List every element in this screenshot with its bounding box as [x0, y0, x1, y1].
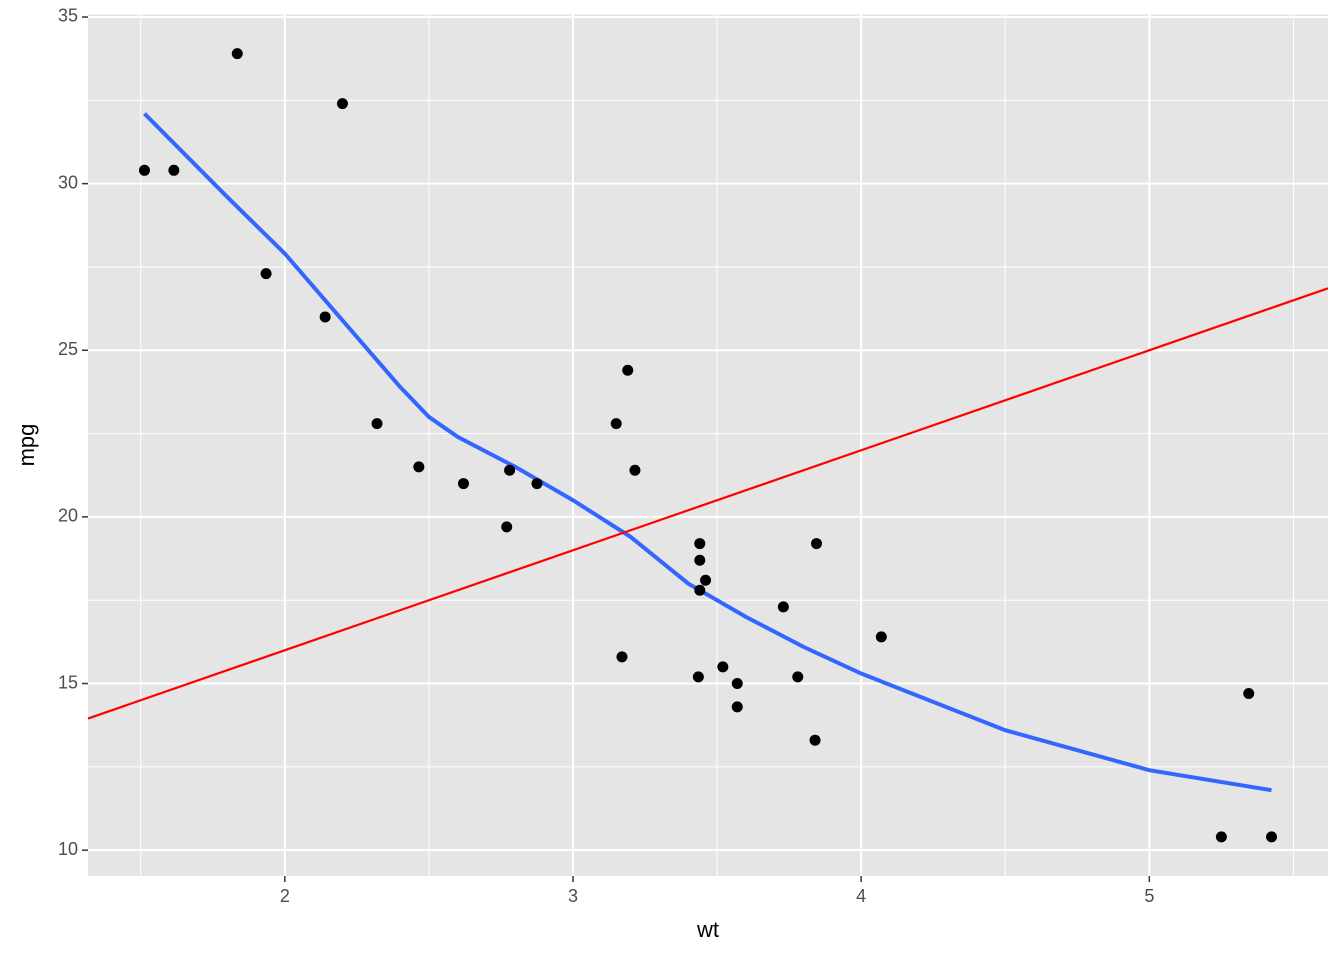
x-tick-label: 2	[280, 886, 290, 906]
y-tick-label: 35	[58, 6, 78, 26]
point	[810, 538, 822, 550]
y-tick-label: 20	[58, 506, 78, 526]
y-tick-label: 25	[58, 339, 78, 359]
y-tick-label: 10	[58, 839, 78, 859]
point	[622, 364, 634, 376]
point	[504, 464, 516, 476]
point	[717, 661, 729, 673]
point	[168, 164, 180, 176]
point	[457, 478, 469, 490]
point	[138, 164, 150, 176]
x-tick-label: 5	[1144, 886, 1154, 906]
point	[336, 98, 348, 110]
point	[531, 478, 543, 490]
point	[777, 601, 789, 613]
line	[88, 287, 1328, 720]
y-tick-label: 30	[58, 172, 78, 192]
point	[694, 538, 706, 550]
point	[694, 584, 706, 596]
point	[1243, 688, 1255, 700]
point	[616, 651, 628, 663]
y-tick-label: 15	[58, 672, 78, 692]
point	[501, 521, 513, 533]
point	[319, 311, 331, 323]
point	[1266, 831, 1278, 843]
point	[629, 464, 641, 476]
point	[231, 48, 243, 60]
point	[731, 678, 743, 690]
point	[260, 268, 272, 280]
point	[809, 734, 821, 746]
point	[731, 701, 743, 713]
point	[413, 461, 425, 473]
point	[692, 671, 704, 683]
plot-background	[88, 14, 1328, 876]
point	[610, 418, 622, 430]
point	[371, 418, 383, 430]
line	[143, 112, 1272, 793]
point	[700, 574, 712, 586]
x-tick-label: 4	[856, 886, 866, 906]
point	[792, 671, 804, 683]
x-tick-label: 3	[568, 886, 578, 906]
y-axis-title: mpg	[14, 424, 39, 467]
point	[875, 631, 887, 643]
point	[1215, 831, 1227, 843]
point	[694, 554, 706, 566]
x-axis-title: wt	[696, 917, 719, 942]
